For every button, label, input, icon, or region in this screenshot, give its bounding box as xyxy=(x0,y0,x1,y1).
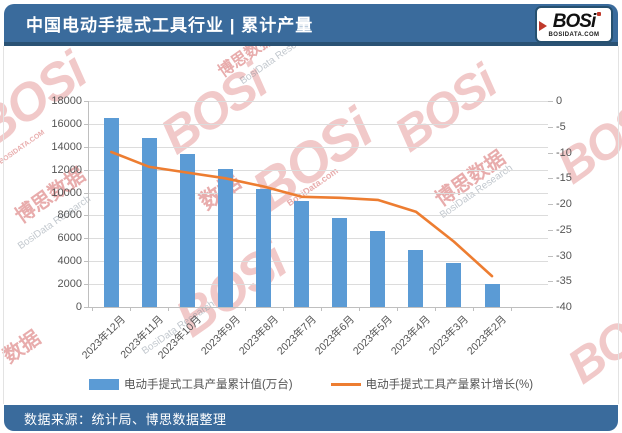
y-axis-label-right: -20 xyxy=(556,198,572,210)
left-axis-tick xyxy=(84,238,88,240)
bar-2023年8月 xyxy=(256,189,272,307)
right-axis-tick xyxy=(548,178,553,180)
logo-wordmark: BOSi xyxy=(552,10,596,32)
logo-arrow-icon xyxy=(539,21,547,31)
y-axis-label-right: -40 xyxy=(556,301,572,313)
legend-item-line: 电动手提式工具产量累计增长(%) xyxy=(330,376,534,392)
left-axis-tick xyxy=(84,215,88,217)
gridline xyxy=(88,238,548,240)
x-axis-tick xyxy=(434,307,436,311)
x-axis-line xyxy=(88,307,548,308)
y-axis-label-right: 0 xyxy=(556,95,563,107)
right-axis-tick xyxy=(548,126,553,128)
bar-2023年6月 xyxy=(332,217,348,307)
x-axis-tick xyxy=(206,307,208,311)
bar-series-swatch xyxy=(88,378,119,390)
left-axis-tick xyxy=(84,169,88,171)
y-axis-label-right: -35 xyxy=(556,275,572,288)
x-axis-tick xyxy=(511,307,513,311)
x-axis-tick xyxy=(244,307,246,311)
left-axis-tick xyxy=(84,261,88,263)
legend: 电动手提式工具产量累计值(万台) 电动手提式工具产量累计增长(%) xyxy=(0,376,622,392)
right-axis-tick xyxy=(548,255,553,257)
gridline xyxy=(88,261,548,263)
y-axis-label-left: 4000 xyxy=(57,255,82,268)
y-axis-line xyxy=(88,101,89,307)
y-axis-label-left: 12000 xyxy=(51,163,82,176)
line-series-swatch xyxy=(330,382,361,386)
y-axis-label-left: 18000 xyxy=(51,95,82,107)
right-axis-tick xyxy=(548,281,553,283)
y-axis-label-left: 2000 xyxy=(57,278,82,291)
gridline xyxy=(88,215,548,217)
legend-label-bars: 电动手提式工具产量累计值(万台) xyxy=(123,379,293,391)
left-axis-tick xyxy=(84,123,88,125)
left-axis-tick xyxy=(84,284,88,286)
y-axis-label-left: 10000 xyxy=(51,186,82,199)
legend-item-bars: 电动手提式工具产量累计值(万台) xyxy=(88,376,293,392)
x-axis-tick xyxy=(282,307,284,311)
bosi-logo: BOSi BOSIDATA.COM xyxy=(535,6,613,43)
bar-2023年5月 xyxy=(370,231,386,307)
title-bar: 中国电动手提式工具行业 | 累计产量 BOSi BOSIDATA.COM xyxy=(4,4,618,46)
y-axis-label-right: -15 xyxy=(556,172,572,185)
gridline xyxy=(88,123,548,125)
bar-2023年11月 xyxy=(141,137,157,307)
y-axis-label-left: 8000 xyxy=(57,209,82,222)
bar-2023年2月 xyxy=(484,283,500,307)
source-text: 数据来源：统计局、博思数据整理 xyxy=(24,411,227,427)
bar-2023年3月 xyxy=(446,262,462,307)
gridline xyxy=(88,192,548,194)
logo-domain: BOSIDATA.COM xyxy=(548,31,600,38)
left-axis-tick xyxy=(84,101,88,102)
bar-2023年7月 xyxy=(294,200,310,307)
x-axis-tick xyxy=(472,307,474,311)
x-axis-tick xyxy=(168,307,170,311)
right-axis-tick xyxy=(548,152,553,154)
content-frame xyxy=(3,46,619,404)
x-axis-tick xyxy=(320,307,322,311)
y-axis-label-left: 16000 xyxy=(51,117,82,130)
y-axis-label-right: -30 xyxy=(556,249,572,262)
y-axis-label-right: -10 xyxy=(556,146,572,159)
gridline xyxy=(88,146,548,148)
right-axis-tick xyxy=(548,204,553,205)
y-axis-label-left: 6000 xyxy=(57,232,82,245)
left-axis-tick xyxy=(84,192,88,194)
x-axis-tick xyxy=(396,307,398,311)
gridline xyxy=(88,169,548,171)
growth-line-path xyxy=(109,150,494,278)
bar-2023年9月 xyxy=(218,169,233,307)
y-axis-label-left: 14000 xyxy=(51,140,82,153)
right-axis-tick xyxy=(548,307,553,308)
gridline xyxy=(88,284,548,286)
x-axis-tick xyxy=(130,307,132,311)
y-axis-label-right: -5 xyxy=(556,120,566,133)
logo-dot-icon xyxy=(597,12,601,16)
y-axis-label-right: -25 xyxy=(556,223,572,236)
y-axis-label-left: 0 xyxy=(75,301,82,313)
source-bar: 数据来源：统计局、博思数据整理 xyxy=(4,405,618,431)
legend-label-line: 电动手提式工具产量累计增长(%) xyxy=(365,379,534,391)
right-axis-tick xyxy=(548,101,553,102)
right-axis-tick xyxy=(548,229,553,231)
page-title: 中国电动手提式工具行业 | 累计产量 xyxy=(26,15,314,35)
left-axis-tick xyxy=(84,146,88,148)
bar-2023年10月 xyxy=(179,154,195,307)
growth-line-series xyxy=(109,150,494,278)
x-axis-tick xyxy=(358,307,360,311)
left-axis-tick xyxy=(84,307,88,308)
bar-2023年12月 xyxy=(103,118,119,307)
bar-2023年4月 xyxy=(408,249,424,307)
gridline xyxy=(88,101,548,102)
x-axis-tick xyxy=(92,307,94,311)
